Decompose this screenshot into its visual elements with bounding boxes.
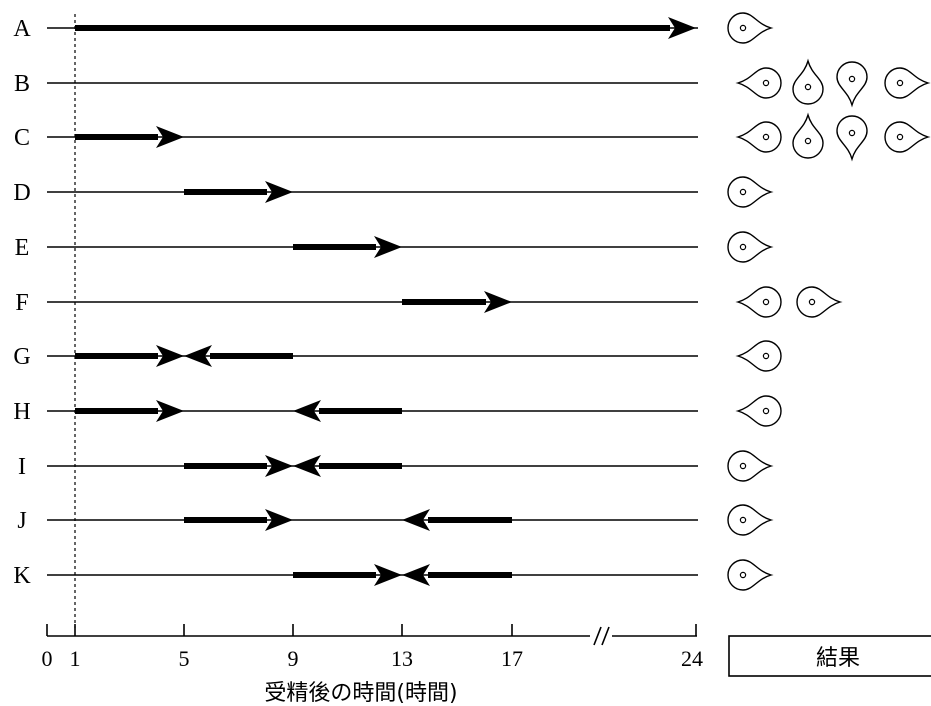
axis-tick-label: 17 — [501, 646, 523, 671]
treatment-arrow-right — [184, 455, 293, 477]
row-results — [727, 176, 774, 208]
row-B: B — [14, 58, 931, 108]
embryo-down-icon — [836, 61, 868, 108]
results-label: 結果 — [816, 646, 860, 671]
treatment-arrow-left — [293, 400, 402, 422]
row-label: J — [17, 508, 26, 534]
row-results — [727, 559, 774, 591]
row-label: C — [14, 125, 30, 151]
embryo-left-icon — [735, 395, 782, 427]
embryo-right-icon — [796, 286, 843, 318]
row-results — [727, 504, 774, 536]
treatment-arrow-right — [75, 17, 696, 39]
row-H: H — [13, 395, 782, 427]
embryo-right-icon — [727, 559, 774, 591]
treatment-arrow-right — [75, 400, 184, 422]
row-I: I — [18, 450, 774, 482]
axis-tick-label: 13 — [391, 646, 413, 671]
treatment-arrow-right — [184, 181, 293, 203]
row-label: H — [13, 399, 30, 425]
embryo-right-icon — [727, 450, 774, 482]
row-G: G — [13, 340, 782, 372]
treatment-arrow-left — [402, 564, 512, 586]
embryo-right-icon — [884, 121, 931, 153]
row-label: A — [13, 16, 31, 42]
row-label: F — [15, 290, 28, 316]
embryo-up-icon — [792, 112, 824, 159]
row-results — [735, 112, 931, 162]
rows-layer: A B C D E F G H I J K — [13, 12, 931, 628]
treatment-arrow-right — [75, 126, 184, 148]
row-results — [735, 286, 843, 318]
embryo-right-icon — [727, 504, 774, 536]
row-A: A — [13, 12, 774, 44]
treatment-arrow-left — [402, 509, 512, 531]
row-label: I — [18, 454, 26, 480]
row-F: F — [15, 286, 843, 318]
row-results — [727, 450, 774, 482]
treatment-arrow-right — [75, 345, 184, 367]
row-label: E — [15, 235, 30, 261]
row-results — [727, 12, 774, 44]
axis-tick-label: 5 — [179, 646, 190, 671]
embryo-left-icon — [735, 286, 782, 318]
embryo-left-icon — [735, 67, 782, 99]
time-axis: 0 1 5 9 13 17 24 — [42, 624, 703, 671]
embryo-left-icon — [735, 340, 782, 372]
embryo-right-icon — [727, 231, 774, 263]
axis-tick-label: 0 — [42, 646, 53, 671]
axis-tick-label: 1 — [70, 646, 81, 671]
row-results — [735, 340, 782, 372]
row-results — [735, 58, 931, 108]
embryo-up-icon — [792, 58, 824, 105]
axis-tick-label: 24 — [681, 646, 703, 671]
embryo-down-icon — [836, 115, 868, 162]
row-label: G — [13, 344, 30, 370]
treatment-arrow-left — [293, 455, 402, 477]
row-label: B — [14, 71, 30, 97]
axis-break-mark — [593, 626, 610, 646]
treatment-arrow-right — [293, 564, 402, 586]
embryo-left-icon — [735, 121, 782, 153]
axis-tick-label: 9 — [288, 646, 299, 671]
treatment-arrow-left — [184, 345, 293, 367]
row-label: D — [13, 180, 30, 206]
row-J: J — [17, 504, 774, 536]
treatment-arrow-right — [184, 509, 293, 531]
treatment-arrow-right — [293, 236, 402, 258]
embryo-right-icon — [727, 12, 774, 44]
embryo-right-icon — [884, 67, 931, 99]
axis-title: 受精後の時間(時間) — [264, 681, 457, 706]
row-E: E — [15, 231, 774, 263]
results-box — [728, 635, 931, 677]
row-D: D — [13, 176, 774, 208]
treatment-arrow-right — [402, 291, 512, 313]
embryo-right-icon — [727, 176, 774, 208]
row-K: K — [13, 559, 774, 591]
row-label: K — [13, 563, 31, 589]
row-results — [735, 395, 782, 427]
row-C: C — [14, 112, 931, 162]
row-results — [727, 231, 774, 263]
